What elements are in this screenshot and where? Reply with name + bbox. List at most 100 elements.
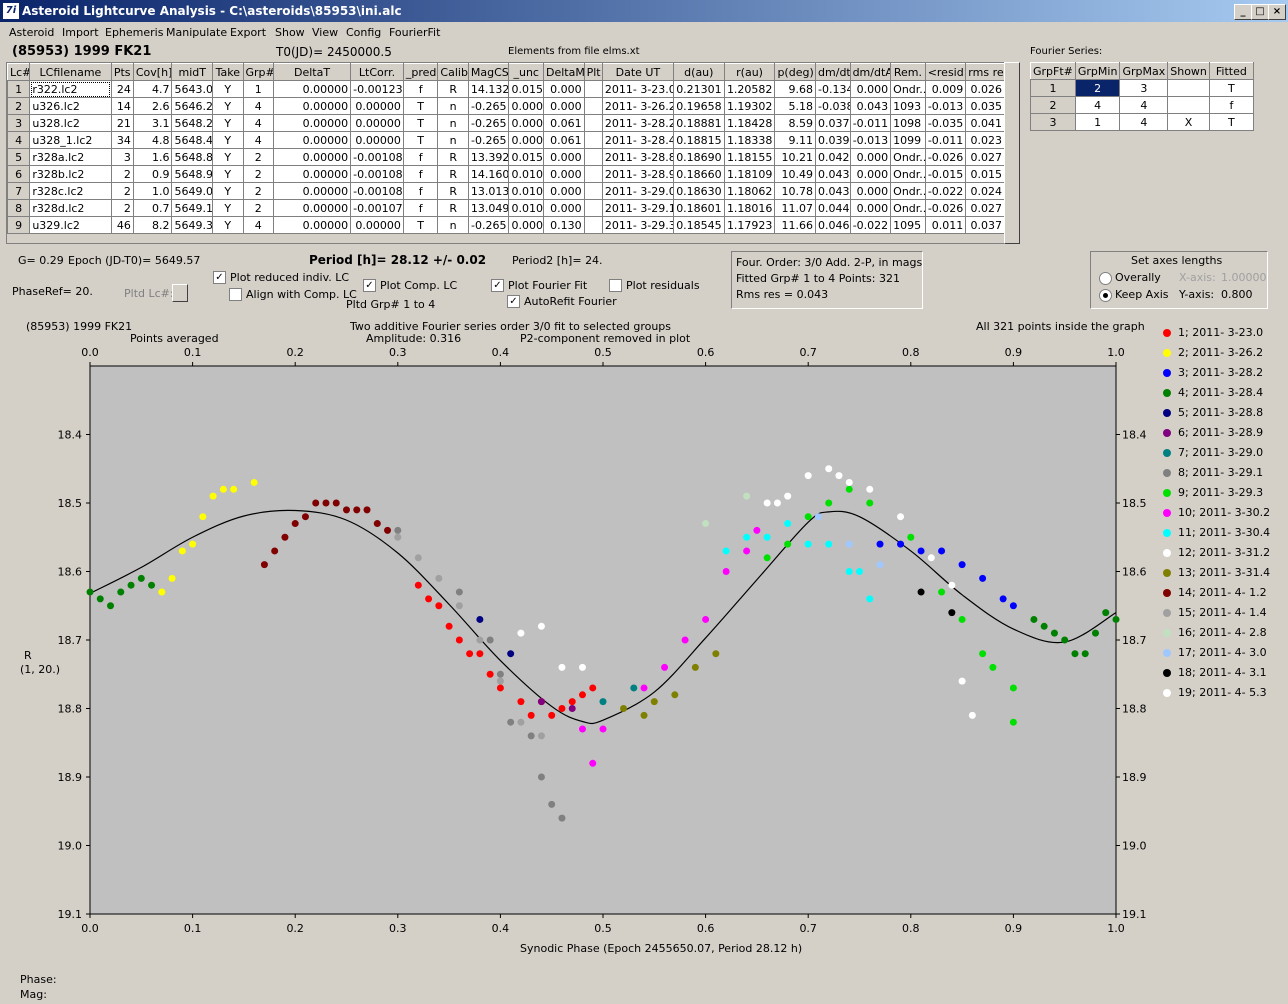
table-cell[interactable]: r328d.lc2 (29, 199, 112, 217)
lc-column-header[interactable]: Take (212, 63, 244, 81)
table-cell[interactable] (583, 114, 603, 132)
table-cell[interactable]: 7 (7, 182, 31, 200)
menu-view[interactable]: View (312, 26, 339, 39)
table-cell[interactable]: -0.015 (924, 165, 967, 183)
table-cell[interactable]: 5 (7, 148, 31, 166)
table-cell[interactable]: 0.00000 (350, 114, 404, 132)
table-cell[interactable]: 0.061 (543, 114, 585, 132)
table-cell[interactable]: 24 (110, 80, 134, 98)
table-cell[interactable]: 2 (242, 182, 274, 200)
table-cell[interactable]: 0.00000 (272, 131, 352, 149)
table-cell[interactable]: -0.134 (815, 80, 851, 98)
lc-column-header[interactable]: midT (171, 63, 214, 81)
fourier-column-header[interactable]: Shown (1167, 62, 1210, 80)
fourier-cell[interactable]: 2 (1030, 96, 1076, 114)
lc-column-header[interactable]: Calib. (437, 63, 469, 81)
table-cell[interactable] (583, 199, 603, 217)
overally-radio[interactable] (1099, 272, 1112, 285)
table-cell[interactable]: 0.000 (849, 182, 892, 200)
table-cell[interactable]: f (402, 182, 439, 200)
table-cell[interactable]: 5643.0 (171, 80, 214, 98)
table-cell[interactable]: f (402, 80, 439, 98)
table-cell[interactable]: 0.18690 (672, 148, 725, 166)
table-cell[interactable]: 2 (110, 182, 134, 200)
table-cell[interactable]: 4 (242, 114, 274, 132)
table-cell[interactable]: -0.00108 (350, 165, 404, 183)
lc-column-header[interactable]: MagCS (467, 63, 510, 81)
fourier-column-header[interactable]: GrpMin (1074, 62, 1121, 80)
table-cell[interactable]: 2011- 3-23.0 (601, 80, 674, 98)
table-cell[interactable]: 4 (242, 97, 274, 115)
table-cell[interactable]: 10.21 (774, 148, 817, 166)
fourier-column-header[interactable]: GrpMax (1119, 62, 1169, 80)
table-cell[interactable]: 0.035 (965, 97, 1005, 115)
table-cell[interactable]: 5648.9 (171, 165, 214, 183)
table-cell[interactable]: 14 (110, 97, 134, 115)
autorefit-checkbox[interactable]: ✓ (507, 295, 520, 308)
table-cell[interactable]: 2011- 3-29.0 (601, 182, 674, 200)
table-cell[interactable]: 1.18338 (723, 131, 776, 149)
table-cell[interactable]: 0.000 (543, 80, 585, 98)
fourier-cell[interactable]: X (1167, 113, 1210, 131)
menu-asteroid[interactable]: Asteroid (9, 26, 55, 39)
plot-comp-checkbox[interactable]: ✓ (363, 279, 376, 292)
table-cell[interactable]: Ondr... (890, 199, 926, 217)
lc-column-header[interactable]: dm/dt (815, 63, 851, 81)
table-cell[interactable]: 4 (7, 131, 31, 149)
lc-column-header[interactable]: Pts (110, 63, 134, 81)
table-cell[interactable]: -0.265 (467, 114, 510, 132)
table-cell[interactable]: 0.024 (965, 182, 1005, 200)
fourier-cell[interactable]: 1 (1074, 113, 1121, 131)
table-cell[interactable]: 0.043 (815, 182, 851, 200)
table-cell[interactable]: 0.000 (508, 97, 544, 115)
table-cell[interactable]: -0.00108 (350, 182, 404, 200)
pltd-lc-spinner[interactable] (172, 284, 188, 302)
table-cell[interactable]: 2011- 3-29.1 (601, 199, 674, 217)
table-cell[interactable]: 5648.8 (171, 148, 214, 166)
table-scrollbar[interactable] (1004, 62, 1020, 244)
lc-column-header[interactable]: LtCorr. (350, 63, 404, 81)
table-cell[interactable]: 46 (110, 216, 134, 234)
minimize-button[interactable]: _ (1234, 4, 1252, 20)
table-cell[interactable]: 2011- 3-28.9 (601, 165, 674, 183)
table-cell[interactable]: u328.lc2 (29, 114, 112, 132)
table-cell[interactable]: 0.000 (543, 182, 585, 200)
table-cell[interactable]: -0.035 (924, 114, 967, 132)
table-cell[interactable]: 1093 (890, 97, 926, 115)
table-cell[interactable]: 1.19302 (723, 97, 776, 115)
table-cell[interactable]: -0.022 (924, 182, 967, 200)
table-cell[interactable]: 0.043 (815, 165, 851, 183)
table-cell[interactable]: 0.18545 (672, 216, 725, 234)
table-cell[interactable]: r328b.lc2 (29, 165, 112, 183)
table-cell[interactable]: Ondr... (890, 148, 926, 166)
table-cell[interactable]: 0.7 (132, 199, 173, 217)
table-cell[interactable]: 2 (110, 165, 134, 183)
table-row[interactable]: 8 r328d.lc2 2 0.7 5649.1 Y 2 0.00000 -0.00107 f R 1… (7, 199, 1005, 217)
table-cell[interactable]: 0.000 (849, 80, 892, 98)
lc-column-header[interactable]: _unc (508, 63, 544, 81)
table-cell[interactable]: 8 (7, 199, 31, 217)
table-cell[interactable]: 4.7 (132, 80, 173, 98)
fourier-cell[interactable]: T (1208, 79, 1254, 97)
table-cell[interactable]: Y (212, 148, 244, 166)
table-cell[interactable]: -0.038 (815, 97, 851, 115)
table-cell[interactable]: 0.9 (132, 165, 173, 183)
table-cell[interactable]: 1.18109 (723, 165, 776, 183)
table-cell[interactable]: 0.000 (849, 165, 892, 183)
table-cell[interactable]: -0.00123 (350, 80, 404, 98)
table-cell[interactable]: 0.000 (543, 148, 585, 166)
fourier-cell[interactable] (1167, 96, 1210, 114)
table-cell[interactable]: 0.000 (543, 165, 585, 183)
table-cell[interactable]: n (437, 216, 469, 234)
table-cell[interactable]: 0.00000 (272, 199, 352, 217)
table-cell[interactable]: n (437, 114, 469, 132)
table-row[interactable]: 6 r328b.lc2 2 0.9 5648.9 Y 2 0.00000 -0.00108 f R 1… (7, 165, 1005, 183)
menu-manipulate[interactable]: Manipulate (166, 26, 228, 39)
table-cell[interactable]: 0.044 (815, 199, 851, 217)
lightcurve-table[interactable]: Lc# LCfilename Pts Cov[h] midT Take Grp# DeltaT… (6, 62, 1006, 244)
table-cell[interactable]: 13.392 (467, 148, 510, 166)
table-cell[interactable]: n (437, 131, 469, 149)
table-cell[interactable]: 0.010 (508, 165, 544, 183)
plot-reduced-checkbox[interactable]: ✓ (213, 271, 226, 284)
